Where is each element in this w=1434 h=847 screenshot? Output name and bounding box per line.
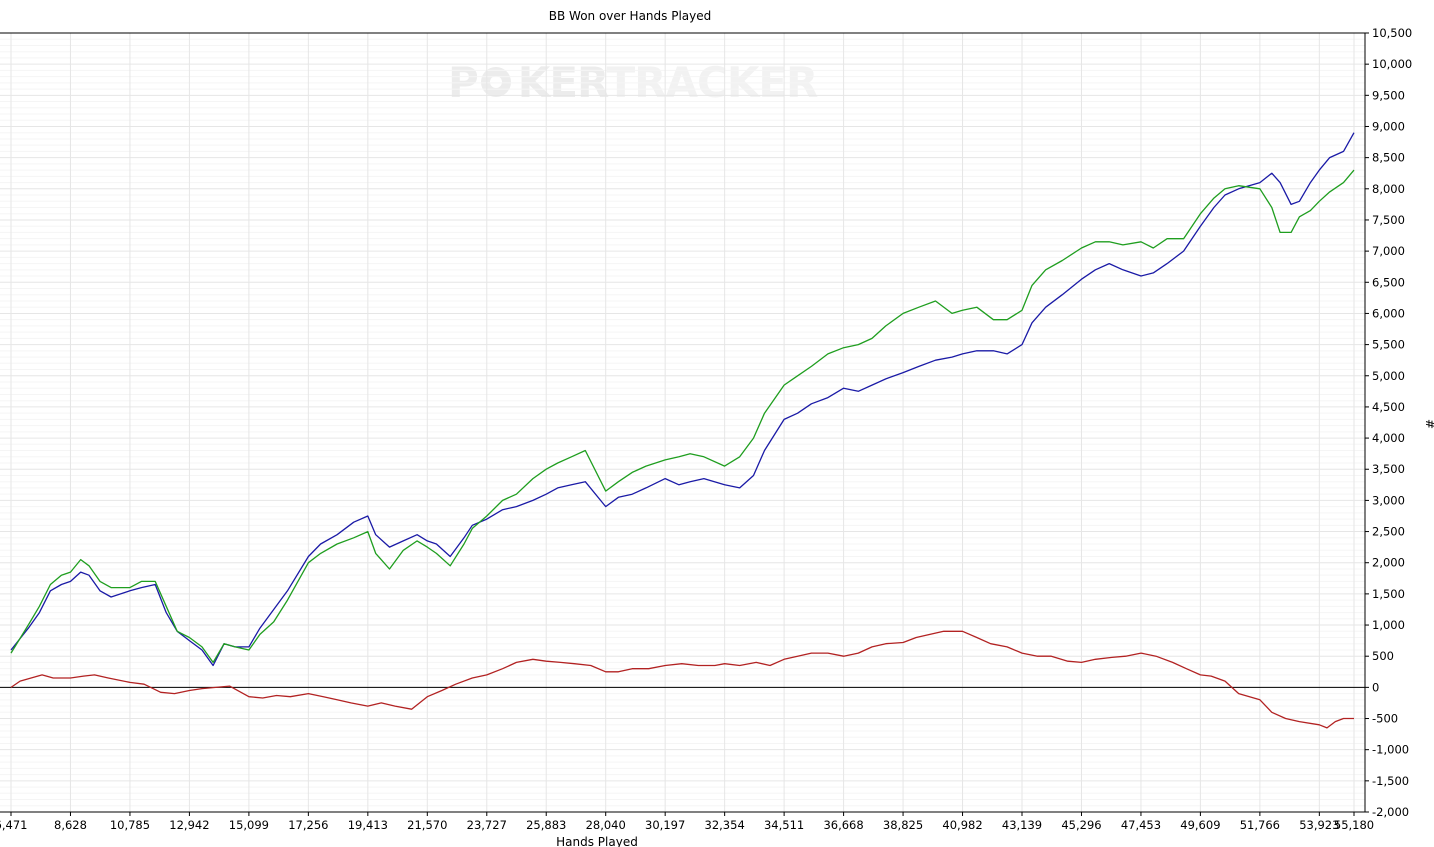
series-line-3 xyxy=(10,630,1354,729)
y-tick-label: 1,500 xyxy=(1372,587,1405,601)
x-tick-label: 12,942 xyxy=(169,818,209,832)
y-tick-label: 9,000 xyxy=(1372,119,1405,133)
y-tick-label: 3,000 xyxy=(1372,493,1405,507)
y-tick-label: 6,500 xyxy=(1372,275,1405,289)
y-tick-label: -1,500 xyxy=(1372,774,1409,788)
x-tick-label: 34,511 xyxy=(764,818,804,832)
series-group xyxy=(10,132,1355,729)
y-tick-label: 7,500 xyxy=(1372,213,1405,227)
y-tick-label: 5,500 xyxy=(1372,338,1405,352)
y-tick-label: -500 xyxy=(1372,712,1398,726)
y-tick-label: 2,500 xyxy=(1372,525,1405,539)
y-tick-label: 2,000 xyxy=(1372,556,1405,570)
x-tick-label: 10,785 xyxy=(110,818,150,832)
x-tick-label: 32,354 xyxy=(705,818,745,832)
y-tick-label: -2,000 xyxy=(1372,805,1409,819)
plot-frame xyxy=(0,32,1366,813)
y-tick-label: 3,500 xyxy=(1372,462,1405,476)
x-tick-label: 17,256 xyxy=(288,818,328,832)
x-tick-label: 43,139 xyxy=(1002,818,1042,832)
x-tick-label: 49,609 xyxy=(1180,818,1220,832)
y-tick-label: 7,000 xyxy=(1372,244,1405,258)
y-tick-label: 1,000 xyxy=(1372,618,1405,632)
grid xyxy=(0,32,1365,813)
x-axis-label: Hands Played xyxy=(556,835,638,847)
y-tick-label: 9,500 xyxy=(1372,88,1405,102)
x-tick-label: 19,413 xyxy=(348,818,388,832)
x-tick-label: 15,099 xyxy=(229,818,269,832)
series-line-1 xyxy=(10,132,1355,667)
y-tick-label: 8,000 xyxy=(1372,182,1405,196)
y-tick-label: 10,000 xyxy=(1372,57,1412,71)
x-tick-label: 55,180 xyxy=(1334,818,1374,832)
y-tick-label: 10,500 xyxy=(1372,26,1412,40)
x-tick-label: 45,296 xyxy=(1061,818,1101,832)
x-tick-label: 23,727 xyxy=(467,818,507,832)
y-tick-label: 8,500 xyxy=(1372,151,1405,165)
y-axis-label: # xyxy=(1423,419,1434,429)
x-tick-label: 51,766 xyxy=(1240,818,1280,832)
x-tick-label: 8,628 xyxy=(54,818,87,832)
x-tick-label: 21,570 xyxy=(407,818,447,832)
x-axis-ticks: 6,471 8,628 10,785 12,942 15,099 17,256 19,413… xyxy=(0,812,1374,832)
x-tick-label: 47,453 xyxy=(1121,818,1161,832)
chart-title: BB Won over Hands Played xyxy=(549,9,711,23)
x-tick-label: 25,883 xyxy=(526,818,566,832)
x-tick-label: 28,040 xyxy=(586,818,626,832)
y-tick-label: 5,000 xyxy=(1372,369,1405,383)
series-line-2 xyxy=(10,169,1355,664)
y-tick-label: 6,000 xyxy=(1372,306,1405,320)
x-tick-label: 40,982 xyxy=(942,818,982,832)
x-tick-label: 6,471 xyxy=(0,818,27,832)
y-axis-ticks: -2,000 -1,500 -1,000 -500 0 500 1,000 1,500 2,00… xyxy=(1365,26,1412,819)
y-tick-label: -1,000 xyxy=(1372,743,1409,757)
y-tick-label: 0 xyxy=(1372,680,1379,694)
x-tick-label: 36,668 xyxy=(823,818,863,832)
x-tick-label: 53,923 xyxy=(1299,818,1339,832)
y-tick-label: 4,000 xyxy=(1372,431,1405,445)
y-tick-label: 500 xyxy=(1372,649,1394,663)
x-tick-label: 38,825 xyxy=(883,818,923,832)
y-tick-label: 4,500 xyxy=(1372,400,1405,414)
x-tick-label: 30,197 xyxy=(645,818,685,832)
